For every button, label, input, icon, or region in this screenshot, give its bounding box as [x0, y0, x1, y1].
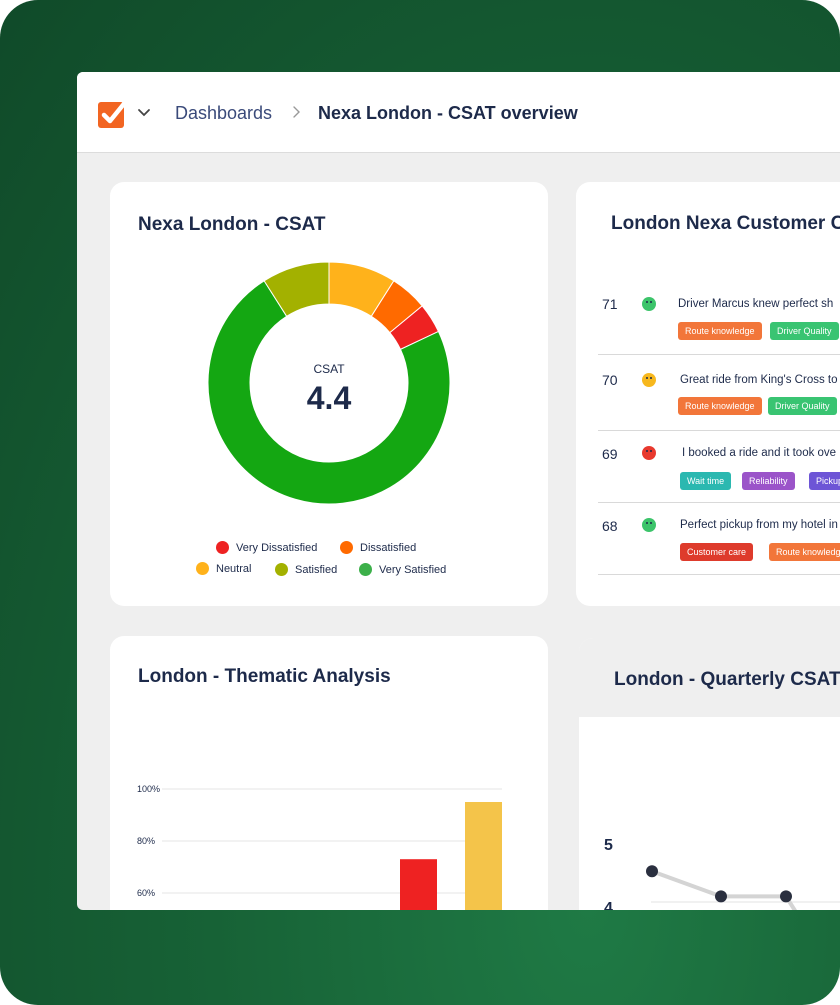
data-point[interactable]	[715, 890, 727, 903]
legend-item-very-dissatisfied[interactable]: Very Dissatisfied	[216, 541, 317, 554]
legend-dot	[275, 563, 288, 576]
data-point[interactable]	[646, 865, 658, 878]
legend-item-dissatisfied[interactable]: Dissatisfied	[340, 541, 416, 554]
feedback-number: 68	[602, 518, 618, 534]
tag-chip[interactable]: Wait time	[680, 472, 732, 490]
top-bar: Dashboards Nexa London - CSAT overview	[77, 72, 840, 153]
sad-face-icon	[642, 446, 656, 460]
y-tick-label: 80%	[137, 836, 155, 846]
happy-face-icon	[642, 518, 656, 532]
bar[interactable]	[400, 859, 437, 910]
donut-slice-satisfied[interactable]	[263, 262, 330, 317]
feedback-text: Perfect pickup from my hotel in	[680, 519, 838, 531]
legend-label: Neutral	[216, 562, 252, 575]
legend-label: Dissatisfied	[360, 541, 417, 554]
quarterly-csat-card: London - Quarterly CSAT 543	[579, 638, 840, 910]
y-tick-label: 4	[604, 900, 613, 910]
app-logo-icon[interactable]	[97, 97, 129, 129]
y-tick-label: 100%	[137, 784, 160, 794]
feedback-number: 71	[602, 296, 618, 312]
legend-dot	[196, 562, 209, 575]
quarterly-card-header	[579, 638, 840, 717]
legend-dot	[340, 541, 353, 554]
feedback-row[interactable]: 68 Perfect pickup from my hotel in Custo…	[598, 502, 840, 575]
feedback-text: Great ride from King's Cross to	[680, 374, 838, 386]
customer-feedback-card: London Nexa Customer Co 71 Driver Marcus…	[576, 182, 840, 606]
legend-dot	[359, 563, 372, 576]
quarterly-line-chart: 543	[604, 837, 840, 910]
app-window: Dashboards Nexa London - CSAT overview N…	[77, 72, 840, 910]
bar[interactable]	[465, 802, 502, 910]
csat-card-title: Nexa London - CSAT	[138, 214, 326, 235]
tag-chip[interactable]: Route knowledge	[678, 322, 762, 340]
legend-label: Satisfied	[295, 563, 338, 576]
legend-label: Very Dissatisfied	[236, 541, 318, 554]
tag-chip[interactable]: Route knowledge	[769, 543, 840, 561]
y-tick-label: 5	[604, 837, 613, 854]
happy-face-icon	[642, 297, 656, 311]
thematic-bar-chart: 100%80%60%40%	[137, 784, 502, 910]
neutral-face-icon	[642, 373, 656, 387]
tag-chip[interactable]: Reliability	[742, 472, 795, 490]
donut-slice-very-satisfied[interactable]	[208, 280, 450, 504]
tag-chip[interactable]: Customer care	[680, 543, 754, 561]
feedback-row[interactable]: 69 I booked a ride and it took ove Wait …	[598, 430, 840, 503]
tag-chip[interactable]: Pickup	[809, 472, 840, 490]
feedback-number: 69	[602, 446, 618, 462]
page-title: Nexa London - CSAT overview	[318, 103, 578, 123]
legend-item-satisfied[interactable]: Satisfied	[275, 563, 337, 576]
legend-dot	[216, 541, 229, 554]
chevron-right-icon	[293, 106, 300, 118]
y-tick-label: 60%	[137, 888, 155, 898]
feedback-text: Driver Marcus knew perfect sh	[678, 298, 834, 310]
quarterly-card-title: London - Quarterly CSAT	[614, 669, 840, 690]
chevron-down-icon[interactable]	[136, 104, 152, 120]
thematic-analysis-card: London - Thematic Analysis 100%80%60%40%	[110, 636, 548, 910]
tag-chip[interactable]: Route knowledge	[678, 397, 762, 415]
legend-item-neutral[interactable]: Neutral	[196, 562, 251, 575]
donut-center-label: CSAT	[313, 362, 345, 376]
breadcrumb-dashboards-link[interactable]: Dashboards	[175, 103, 273, 123]
data-point[interactable]	[780, 890, 792, 903]
feedback-row[interactable]: 71 Driver Marcus knew perfect sh Route k…	[598, 282, 840, 355]
legend-item-very-satisfied[interactable]: Very Satisfied	[359, 563, 446, 576]
feedback-row[interactable]: 70 Great ride from King's Cross to Route…	[598, 354, 840, 431]
csat-donut-card: Nexa London - CSAT CSAT 4.4 Very Dissati…	[110, 182, 548, 606]
feedback-text: I booked a ride and it took ove	[682, 447, 837, 459]
thematic-card-title: London - Thematic Analysis	[138, 666, 391, 687]
feedback-number: 70	[602, 372, 618, 388]
tag-chip[interactable]: Driver Quality	[770, 322, 839, 340]
series-line	[651, 869, 798, 910]
csat-donut-chart	[208, 262, 450, 504]
feedback-card-title: London Nexa Customer Co	[611, 213, 840, 234]
legend-label: Very Satisfied	[379, 563, 447, 576]
donut-center-value: 4.4	[306, 380, 352, 416]
tag-chip[interactable]: Driver Quality	[768, 397, 837, 415]
